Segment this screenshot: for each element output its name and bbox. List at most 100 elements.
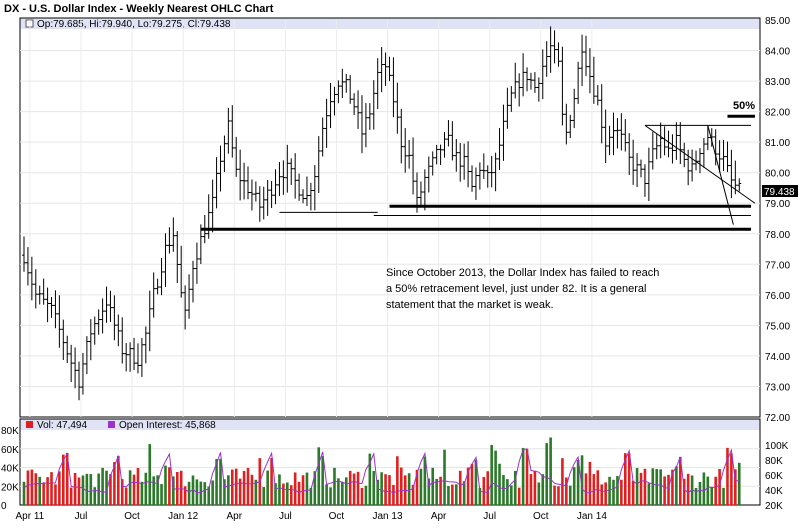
- ohlc-bar: [493, 152, 498, 192]
- ohlc-bar: [332, 86, 337, 116]
- ohlc-bar: [418, 181, 423, 205]
- volume-bar: [356, 471, 360, 505]
- volume-bar: [58, 471, 61, 505]
- volume-bar: [525, 449, 529, 505]
- ohlc-bar: [104, 286, 109, 323]
- volume-bar: [117, 455, 120, 505]
- volume-bar: [211, 480, 214, 505]
- ohlc-bar: [705, 125, 710, 151]
- volume-bar: [219, 458, 222, 505]
- volume-bar: [647, 483, 651, 505]
- ohlc-bar: [470, 165, 475, 192]
- ohlc-bar: [536, 77, 541, 102]
- volume-bar: [376, 479, 379, 505]
- volume-bar: [242, 470, 246, 505]
- volume-legend-band: [20, 419, 760, 430]
- open-interest-line: [23, 448, 740, 494]
- price-tick-label: 72.00: [765, 413, 790, 424]
- volume-bar: [321, 456, 324, 505]
- ohlc-bar: [45, 287, 50, 323]
- volume-bar: [458, 470, 462, 505]
- ohlc-bar: [462, 143, 467, 180]
- volume-bar: [136, 467, 140, 505]
- ohlc-bar: [701, 138, 706, 168]
- ohlc-bar: [41, 278, 46, 305]
- volume-bar: [423, 456, 427, 505]
- ohlc-bar: [112, 295, 117, 341]
- price-tick-label: 77.00: [765, 260, 790, 271]
- volume-bars: [22, 437, 741, 505]
- volume-bar: [164, 465, 167, 505]
- ohlc-bar: [324, 98, 329, 148]
- fifty-percent-label: 50%: [733, 100, 755, 112]
- ohlc-bar: [517, 73, 522, 107]
- volume-bar: [183, 486, 187, 505]
- ohlc-bar: [120, 317, 125, 364]
- price-tick-label: 85.00: [765, 16, 790, 27]
- x-tick-label: Jan 13: [373, 511, 403, 522]
- volume-bar: [399, 467, 403, 505]
- ohlc-bar: [234, 136, 239, 177]
- volume-bar: [588, 461, 592, 505]
- ohlc-bar: [411, 137, 416, 195]
- ohlc-bar: [37, 285, 42, 305]
- volume-bar: [415, 469, 419, 505]
- volume-bar: [73, 472, 77, 505]
- volume-bar: [521, 447, 525, 505]
- volume-bar: [230, 469, 234, 505]
- ohlc-bar: [226, 107, 231, 154]
- ohlc-bar: [371, 80, 376, 130]
- ohlc-bar: [242, 162, 247, 200]
- ohlc-bar: [363, 103, 368, 148]
- price-tick-label: 84.00: [765, 47, 790, 58]
- volume-bar: [278, 474, 281, 505]
- volume-bar: [215, 459, 218, 505]
- price-legend-band: [20, 18, 760, 29]
- ohlc-bar: [65, 335, 70, 364]
- volume-bar: [172, 476, 175, 505]
- volume-bar: [529, 474, 533, 505]
- ohlc-bar: [721, 140, 726, 172]
- ohlc-bar: [426, 156, 431, 193]
- ohlc-bar: [599, 84, 604, 144]
- ohlc-bar: [387, 56, 392, 82]
- volume-bar: [380, 472, 383, 505]
- ohlc-bar: [143, 326, 148, 364]
- ohlc-bar: [179, 245, 184, 298]
- ohlc-bar: [595, 85, 600, 106]
- volume-bar: [179, 470, 183, 505]
- ohlc-bar: [297, 173, 302, 201]
- ohlc-bar: [403, 128, 408, 173]
- volume-bar: [289, 485, 293, 505]
- volume-tick-right: 60K: [765, 471, 783, 482]
- ohlc-bar: [257, 186, 262, 222]
- volume-bar: [510, 485, 513, 505]
- volume-bar: [714, 476, 717, 505]
- price-tick-label: 73.00: [765, 382, 790, 393]
- volume-bar: [620, 479, 623, 505]
- volume-bar: [360, 487, 364, 505]
- volume-bar: [42, 483, 45, 505]
- ohlc-bar: [489, 155, 494, 188]
- volume-bar: [344, 477, 348, 505]
- ohlc-bar: [674, 122, 679, 160]
- volume-bar: [128, 470, 132, 505]
- ohlc-bar: [560, 46, 565, 126]
- x-tick-label: Jul: [75, 511, 88, 522]
- ohlc-bar: [619, 113, 624, 151]
- volume-bar: [124, 487, 128, 505]
- volume-bar: [341, 482, 344, 505]
- volume-bar: [156, 475, 159, 505]
- volume-bar: [113, 462, 116, 505]
- volume-bar: [686, 473, 690, 505]
- ohlc-bar: [466, 141, 471, 188]
- ohlc-bar: [717, 140, 722, 173]
- ohlc-bar: [61, 319, 66, 360]
- volume-bar: [384, 474, 387, 505]
- ohlc-bar: [163, 233, 168, 287]
- volume-bar: [89, 474, 93, 505]
- volume-bar: [238, 478, 242, 505]
- volume-bar: [616, 475, 619, 505]
- x-tick-label: Oct: [533, 511, 549, 522]
- volume-bar: [69, 487, 73, 505]
